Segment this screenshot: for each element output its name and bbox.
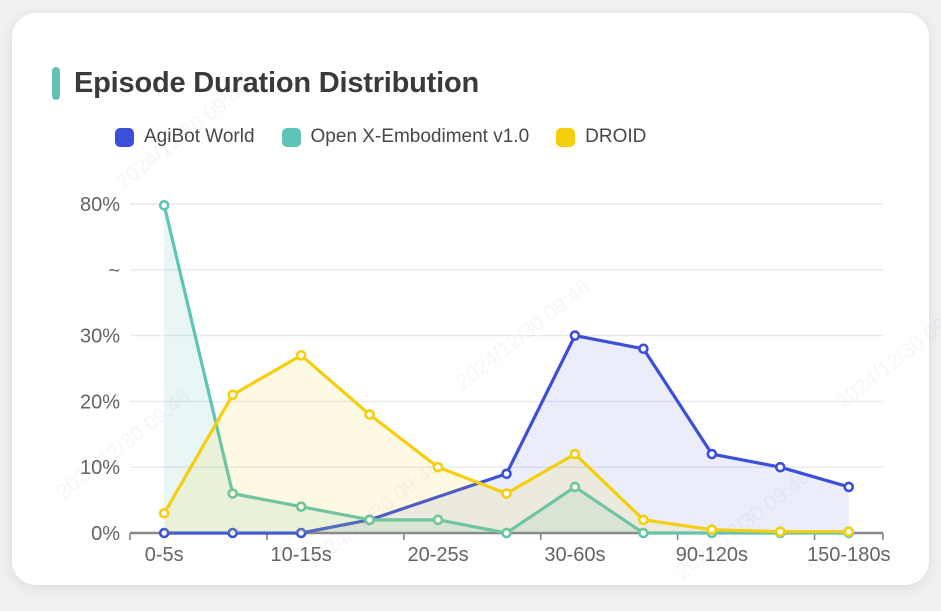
y-axis-break-label: ~ <box>108 260 120 282</box>
data-point-marker[interactable] <box>638 514 649 526</box>
data-point-marker[interactable] <box>569 330 581 341</box>
data-point-marker[interactable] <box>638 343 649 355</box>
data-point-marker[interactable] <box>775 461 786 473</box>
y-axis-label: 10% <box>80 457 120 479</box>
data-point-marker[interactable] <box>569 481 581 493</box>
data-point-marker[interactable] <box>158 507 170 519</box>
data-point-marker[interactable] <box>158 200 170 211</box>
data-point-marker[interactable] <box>432 514 444 526</box>
title-accent-bar <box>52 66 60 100</box>
x-axis-label: 20-25s <box>407 544 468 566</box>
data-point-marker[interactable] <box>295 350 307 361</box>
legend-item-agibot-world[interactable]: AgiBot World <box>115 126 255 148</box>
data-point-marker[interactable] <box>569 448 581 460</box>
series-area <box>164 355 849 533</box>
chart-card: Episode Duration Distribution AgiBot Wor… <box>12 13 941 585</box>
series-line <box>162 334 851 535</box>
x-axis-label: 30-60s <box>544 544 605 566</box>
data-point-marker[interactable] <box>638 527 649 539</box>
data-point-marker[interactable] <box>501 488 512 499</box>
legend-swatch-agibot-world <box>115 127 134 147</box>
x-axis-label: 150-180s <box>807 544 890 566</box>
data-point-marker[interactable] <box>364 514 375 526</box>
data-point-marker[interactable] <box>295 527 307 539</box>
x-axis-label: 90-120s <box>676 544 748 566</box>
legend-item-droid[interactable]: DROID <box>556 126 646 148</box>
data-point-marker[interactable] <box>775 526 786 537</box>
legend-swatch-open-x-embodiment <box>281 127 301 147</box>
data-point-marker[interactable] <box>501 468 512 480</box>
x-axis-label: 0-5s <box>145 544 184 566</box>
data-point-marker[interactable] <box>227 389 238 401</box>
data-point-marker[interactable] <box>706 524 718 536</box>
data-point-marker[interactable] <box>706 448 718 460</box>
y-axis-label: 80% <box>80 194 120 216</box>
legend-label: Open X-Embodiment v1.0 <box>310 126 530 147</box>
legend-label: DROID <box>585 126 647 147</box>
page-title: Episode Duration Distribution <box>74 67 480 99</box>
y-axis-label: 0% <box>91 523 120 545</box>
title-row: Episode Duration Distribution <box>52 66 479 100</box>
data-point-marker[interactable] <box>432 461 444 473</box>
series-area <box>164 205 849 534</box>
data-point-marker[interactable] <box>501 527 512 539</box>
legend-swatch-droid <box>556 127 576 147</box>
series-area <box>164 335 849 533</box>
data-point-marker[interactable] <box>843 526 855 537</box>
data-point-marker[interactable] <box>295 501 307 512</box>
data-point-marker[interactable] <box>158 527 170 539</box>
chart-legend: AgiBot World Open X-Embodiment v1.0 DROI… <box>115 126 646 148</box>
x-axis-label: 10-15s <box>271 544 332 566</box>
legend-label: AgiBot World <box>144 126 255 147</box>
data-point-marker[interactable] <box>364 409 375 420</box>
data-point-marker[interactable] <box>227 488 238 499</box>
data-point-marker[interactable] <box>843 481 855 493</box>
y-axis-label: 30% <box>80 326 120 348</box>
duration-distribution-chart[interactable]: 0% 10% 20% 30% ~80% 0-5s 10-15s 20-25s 30-60s 90-… <box>12 163 941 611</box>
legend-item-open-x-embodiment[interactable]: Open X-Embodiment v1.0 <box>281 126 530 148</box>
data-point-marker[interactable] <box>227 527 238 539</box>
y-axis-label: 20% <box>80 391 120 413</box>
